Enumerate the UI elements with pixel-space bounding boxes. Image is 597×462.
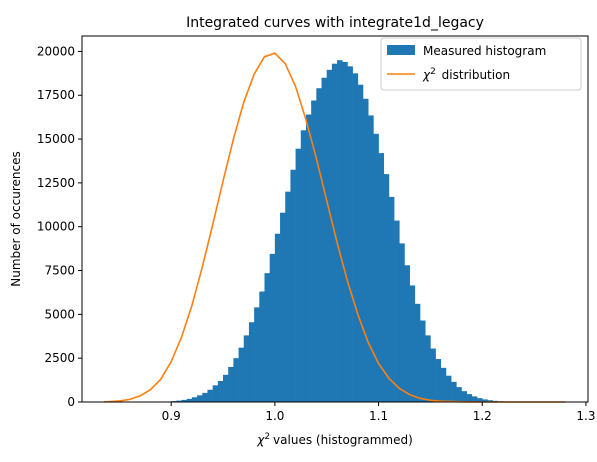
histogram-bar — [337, 60, 343, 402]
histogram-bar — [181, 399, 188, 402]
histogram-bar — [420, 320, 426, 402]
axes-frame — [81, 35, 589, 403]
y-tick-label: 12500 — [37, 176, 75, 190]
legend-label-distribution-symbol: χ — [422, 68, 431, 82]
histogram-bar — [409, 285, 416, 402]
histogram-bar — [248, 322, 255, 402]
histogram-bar — [383, 174, 390, 402]
histogram-bar — [352, 73, 359, 402]
histogram-bar — [373, 133, 379, 402]
x-tick-label: 0.9 — [162, 409, 181, 423]
histogram-bar — [311, 100, 317, 403]
histogram-bar — [285, 191, 291, 402]
histogram-bar — [300, 130, 307, 402]
y-tick-label: 5000 — [44, 307, 75, 321]
x-tick-label: 1.2 — [473, 409, 492, 423]
histogram-bar — [254, 307, 260, 402]
histogram-bar — [487, 400, 493, 402]
histogram-bar — [368, 115, 374, 402]
y-tick-label: 10000 — [37, 220, 75, 234]
histogram-bar — [176, 400, 182, 402]
histogram-bar — [202, 392, 208, 402]
histogram-bar — [295, 148, 302, 402]
histogram-bar — [233, 358, 239, 402]
histogram-bar — [238, 347, 245, 402]
histogram-bar — [425, 335, 431, 402]
histogram-bar — [280, 212, 286, 402]
legend-swatch-histogram — [387, 45, 415, 55]
histogram-bar — [197, 395, 203, 402]
legend-label-histogram: Measured histogram — [423, 44, 546, 58]
histogram-bar — [321, 77, 328, 403]
x-axis-label-symbol: χ — [256, 433, 265, 447]
histogram-bar — [212, 385, 219, 402]
histogram-bar — [305, 114, 312, 402]
x-axis-ticks: 0.9 1.0 1.1 1.2 1.3 — [162, 402, 595, 423]
histogram-bar — [482, 399, 488, 402]
y-tick-label: 2500 — [44, 351, 75, 365]
histogram-bar — [259, 291, 265, 402]
histogram-bar — [357, 84, 364, 402]
y-tick-label: 15000 — [37, 132, 75, 146]
histogram-bar — [440, 367, 447, 402]
y-axis-ticks: 0 2500 5000 7500 10000 12500 15000 17500 20000 — [37, 44, 82, 409]
y-tick-label: 0 — [67, 395, 75, 409]
histogram-bar — [186, 398, 193, 402]
histogram-bar — [228, 366, 234, 402]
histogram-bar — [466, 394, 473, 402]
x-axis-label-sup: 2 — [264, 432, 270, 442]
histogram-bar — [430, 348, 436, 402]
histogram-bar — [477, 398, 483, 402]
histogram-bar — [217, 380, 224, 402]
chart-title: Integrated curves with integrate1d_legac… — [186, 15, 484, 31]
histogram-bar — [316, 88, 322, 403]
histogram-bar — [342, 61, 348, 402]
histogram-bar — [414, 303, 421, 402]
x-tick-label: 1.1 — [369, 409, 388, 423]
histogram-bar — [264, 273, 270, 402]
histogram-bar — [445, 375, 452, 402]
histogram-bar — [471, 396, 478, 402]
histogram-bar — [207, 389, 213, 402]
histogram-bar — [456, 387, 462, 402]
x-axis-label-text: values (histogrammed) — [273, 433, 413, 447]
histogram-bar — [326, 69, 333, 403]
legend-label-distribution-text: distribution — [438, 68, 510, 82]
histogram-bar — [243, 335, 250, 402]
histogram-bar — [191, 397, 198, 402]
histogram-bar — [269, 253, 276, 402]
x-tick-label: 1.3 — [576, 409, 595, 423]
histogram-bar — [404, 265, 410, 402]
histogram-bar — [388, 196, 395, 402]
histogram-bar — [399, 243, 405, 402]
y-tick-label: 7500 — [44, 264, 75, 278]
y-tick-label: 17500 — [37, 88, 75, 102]
x-tick-label: 1.0 — [265, 409, 284, 423]
histogram-bar — [451, 381, 457, 402]
distribution-line — [103, 52, 566, 403]
y-tick-label: 20000 — [37, 44, 75, 58]
legend-box — [380, 37, 582, 91]
legend: Measured histogram χ2 distribution — [380, 37, 582, 91]
plot-marks — [103, 52, 566, 403]
histogram-bar — [435, 359, 442, 402]
y-axis-label: Number of occurences — [9, 151, 23, 286]
x-axis-label: χ2 values (histogrammed) — [256, 432, 413, 447]
histogram-bar — [274, 233, 281, 402]
histogram-bar — [378, 153, 385, 402]
legend-label-distribution-sup: 2 — [430, 67, 436, 77]
histogram-bar — [461, 391, 467, 402]
histogram-bar — [223, 374, 229, 402]
histogram-bar — [394, 220, 400, 402]
histogram-bar — [362, 98, 369, 403]
legend-label-distribution: χ2 distribution — [422, 67, 510, 82]
histogram-bar — [290, 169, 296, 402]
histogram-bar — [347, 66, 353, 403]
